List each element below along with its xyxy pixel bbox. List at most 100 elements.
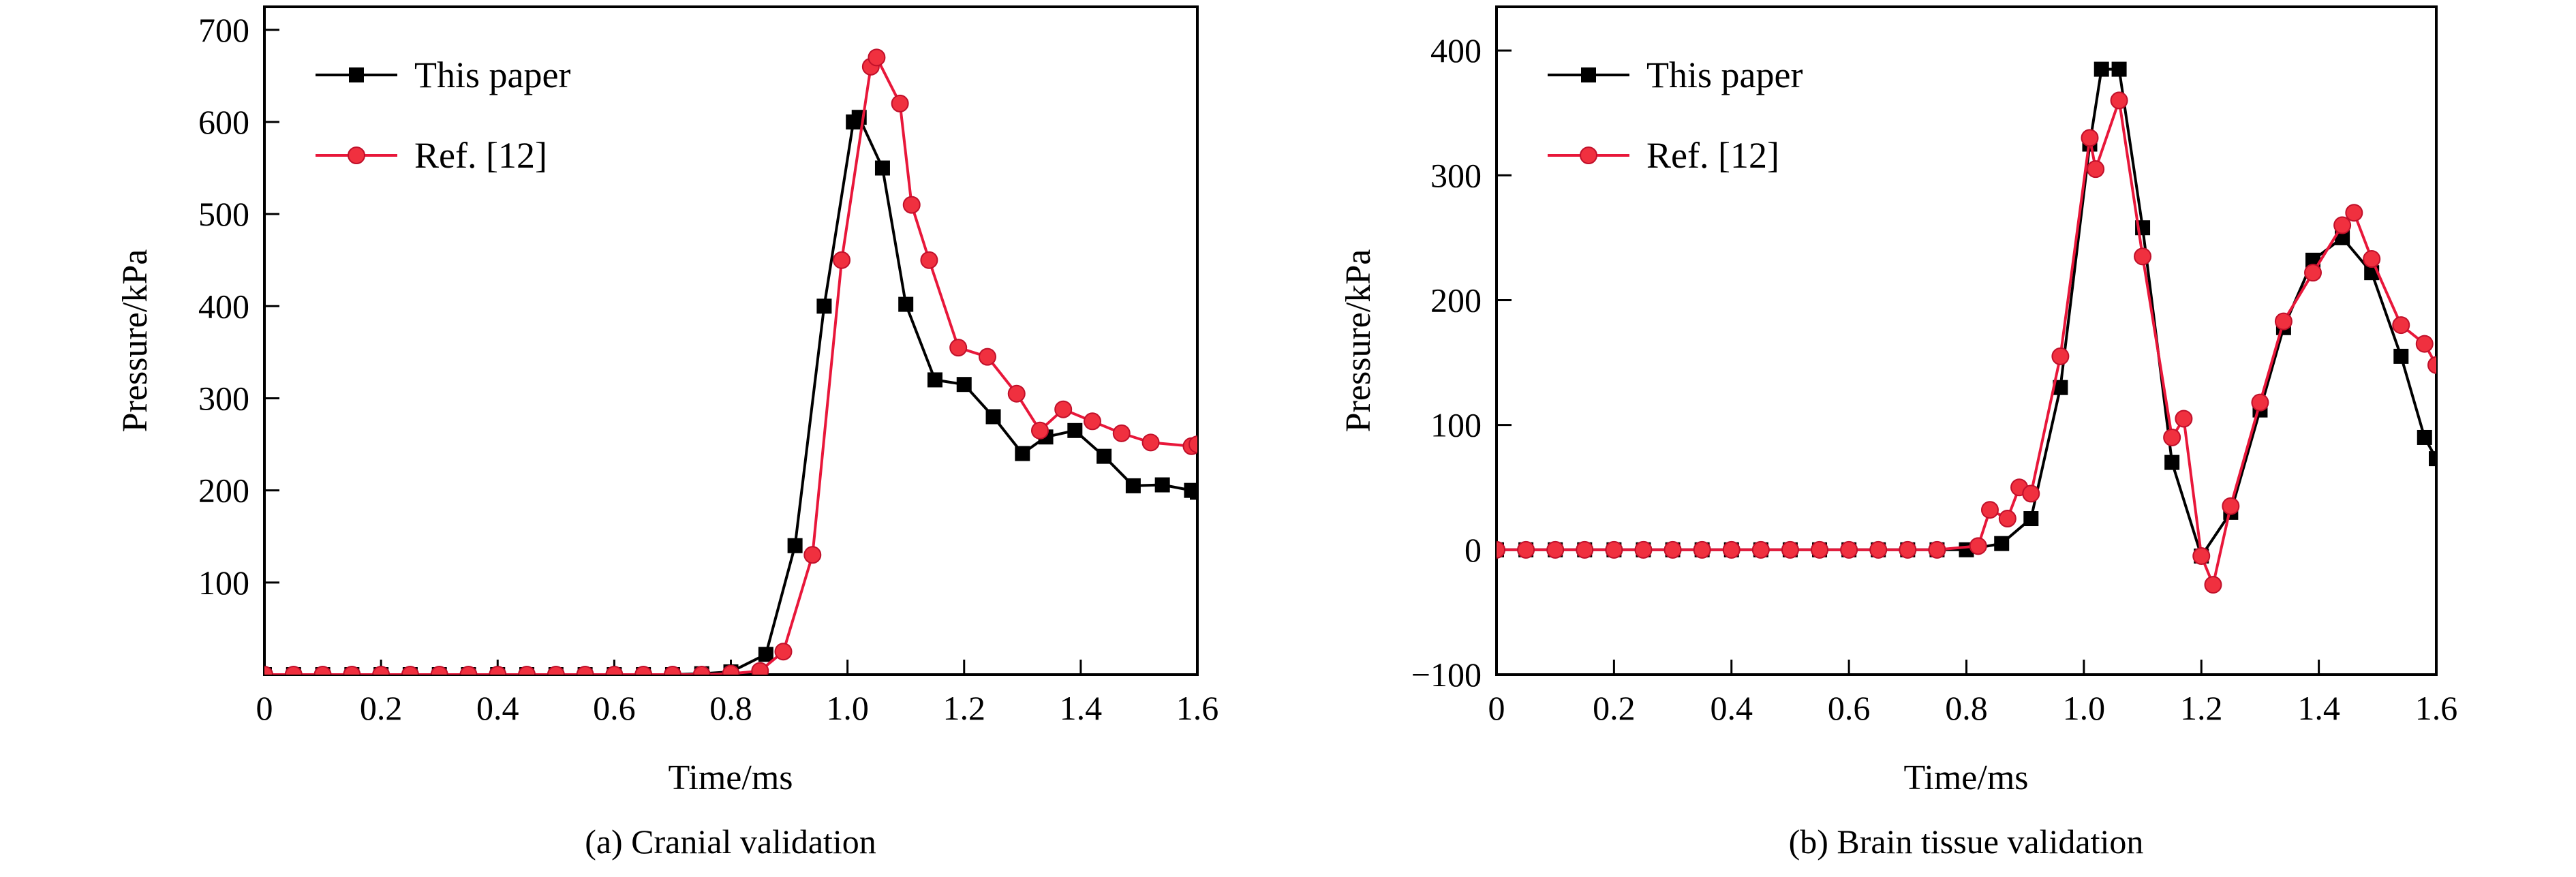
y-tick-label: 300 xyxy=(198,379,249,417)
x-axis-label: Time/ms xyxy=(1903,758,2028,797)
legend-label: This paper xyxy=(414,55,570,95)
data-point-circle xyxy=(1693,540,1711,559)
data-point-square xyxy=(2335,230,2350,245)
data-point-circle xyxy=(663,666,681,675)
data-point-square xyxy=(1067,422,1083,438)
y-tick-label: 400 xyxy=(198,287,249,325)
data-point-square xyxy=(898,296,914,312)
data-point-square xyxy=(2417,429,2432,445)
y-axis-label: Pressure/kPa xyxy=(1339,249,1378,433)
data-point-square xyxy=(985,409,1001,425)
data-point-circle xyxy=(284,666,303,675)
chart-caption: (b) Brain tissue validation xyxy=(1789,822,2144,861)
data-point-square xyxy=(1097,448,1112,464)
data-point-circle xyxy=(2304,264,2322,282)
data-point-circle xyxy=(348,147,365,164)
data-point-circle xyxy=(2110,91,2128,110)
legend-label: Ref. [12] xyxy=(1646,135,1779,176)
data-point-circle xyxy=(2392,316,2410,335)
data-point-square xyxy=(1994,536,2010,551)
data-point-circle xyxy=(891,94,909,112)
data-point-circle xyxy=(459,666,478,675)
y-tick-label: 600 xyxy=(198,103,249,141)
data-point-circle xyxy=(902,196,921,214)
data-point-circle xyxy=(372,666,390,675)
data-point-circle xyxy=(1998,510,2017,528)
data-point-circle xyxy=(1189,435,1197,454)
y-tick-label: 300 xyxy=(1430,156,1482,194)
legend-item: This paper xyxy=(1548,55,1803,95)
data-point-circle xyxy=(1811,540,1829,559)
data-point-circle xyxy=(1980,501,1999,519)
legend-item: Ref. [12] xyxy=(316,135,547,176)
data-point-circle xyxy=(1722,540,1741,559)
x-tick-label: 1.0 xyxy=(2063,689,2106,727)
data-point-circle xyxy=(401,666,419,675)
data-point-square xyxy=(2094,61,2109,77)
data-point-circle xyxy=(2363,250,2381,268)
y-tick-label: 100 xyxy=(198,564,249,602)
chart-cranial-validation: Pressure/kPa Time/ms (a) Cranial validat… xyxy=(116,5,1218,861)
data-point-circle xyxy=(978,348,996,366)
data-point-circle xyxy=(1030,421,1049,440)
data-point-circle xyxy=(2222,497,2240,515)
data-point-square xyxy=(1125,478,1141,493)
series-ref-12 xyxy=(1497,91,2436,594)
data-point-circle xyxy=(722,664,740,675)
data-point-circle xyxy=(489,666,507,675)
data-point-circle xyxy=(1054,400,1073,418)
x-tick-label: 1.4 xyxy=(2297,689,2340,727)
data-point-circle xyxy=(1576,540,1594,559)
plot-frame xyxy=(263,5,1199,676)
data-point-square xyxy=(349,67,364,82)
data-point-circle xyxy=(605,666,624,675)
chart-caption: (a) Cranial validation xyxy=(585,822,876,861)
data-point-circle xyxy=(1781,540,1799,559)
data-point-circle xyxy=(1580,147,1597,164)
x-tick-label: 0.4 xyxy=(1711,689,1753,727)
data-point-circle xyxy=(833,251,851,269)
data-point-square xyxy=(956,377,972,393)
data-point-circle xyxy=(313,666,332,675)
data-point-circle xyxy=(2175,410,2193,428)
data-point-square xyxy=(1154,477,1170,493)
data-point-square xyxy=(816,298,832,314)
y-tick-label: 400 xyxy=(1430,31,1482,70)
series-ref-12 xyxy=(264,48,1197,675)
data-point-circle xyxy=(920,251,938,269)
legend-item: This paper xyxy=(316,55,570,95)
data-point-circle xyxy=(692,666,711,675)
x-tick-label: 0.4 xyxy=(476,689,519,727)
y-tick-label: 200 xyxy=(1430,281,1482,319)
y-tick-label: 100 xyxy=(1430,406,1482,444)
data-point-square xyxy=(927,372,942,388)
data-point-circle xyxy=(1751,540,1770,559)
data-point-circle xyxy=(2051,347,2070,365)
data-point-square xyxy=(874,160,890,176)
data-point-circle xyxy=(518,666,536,675)
data-point-circle xyxy=(547,666,565,675)
data-point-circle xyxy=(1517,540,1535,559)
data-point-square xyxy=(1190,484,1197,500)
x-tick-label: 1.2 xyxy=(943,689,986,727)
plot-frame xyxy=(1495,5,2438,676)
data-point-circle xyxy=(1928,540,1946,559)
data-point-circle xyxy=(1663,540,1682,559)
data-point-circle xyxy=(2204,576,2222,594)
data-point-circle xyxy=(751,662,769,675)
data-point-circle xyxy=(2134,247,2152,266)
legend-item: Ref. [12] xyxy=(1548,135,1779,176)
data-point-square xyxy=(2023,511,2039,527)
data-point-square xyxy=(2164,455,2180,470)
data-point-circle xyxy=(1497,540,1505,559)
x-tick-label: 0 xyxy=(1488,689,1505,727)
data-point-circle xyxy=(2274,312,2293,330)
data-point-circle xyxy=(1007,384,1026,403)
data-point-circle xyxy=(774,643,793,661)
y-tick-label: 200 xyxy=(198,472,249,510)
x-tick-label: 0.8 xyxy=(709,689,752,727)
data-point-circle xyxy=(1869,540,1888,559)
data-point-circle xyxy=(1083,412,1101,431)
legend-label: Ref. [12] xyxy=(414,135,547,176)
